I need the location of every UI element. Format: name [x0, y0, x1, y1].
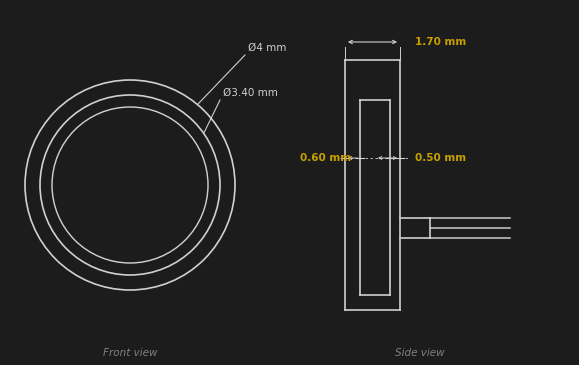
Text: Ø4 mm: Ø4 mm: [248, 43, 287, 53]
Text: 0.60 mm: 0.60 mm: [300, 153, 351, 163]
Text: 0.50 mm: 0.50 mm: [415, 153, 466, 163]
Text: Side view: Side view: [395, 348, 445, 358]
Text: 1.70 mm: 1.70 mm: [415, 37, 466, 47]
Text: Front view: Front view: [102, 348, 157, 358]
Text: Ø3.40 mm: Ø3.40 mm: [223, 88, 278, 98]
